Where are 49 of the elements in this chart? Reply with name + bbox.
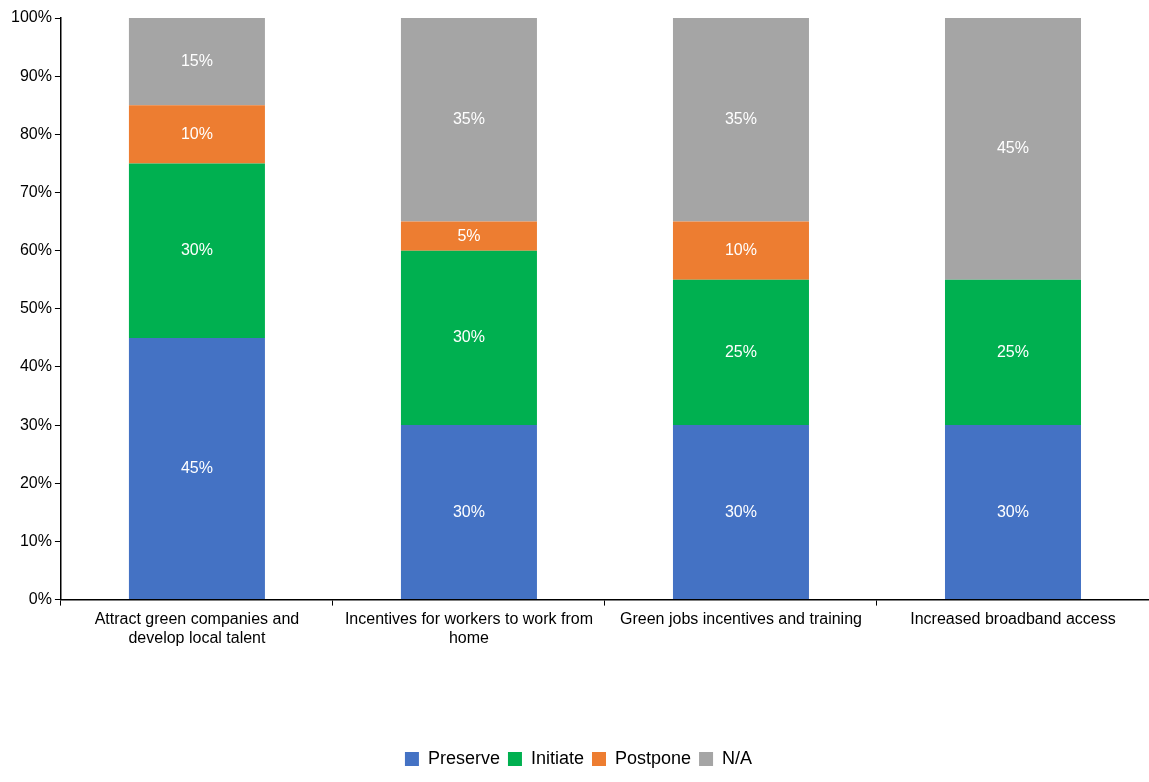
bar [944, 425, 1081, 600]
data-label: 30% [180, 241, 213, 259]
data-label: 35% [452, 110, 485, 128]
x-tick-label: Increased broadband access [910, 609, 1116, 627]
y-tick-label: 30% [19, 415, 52, 433]
bar [128, 337, 265, 600]
x-tick-label: Attract green companies and develop local talent [94, 609, 300, 646]
data-label: 10% [180, 124, 213, 142]
y-tick-label: 50% [19, 299, 52, 317]
bar [400, 18, 537, 222]
data-label: 5% [457, 226, 481, 244]
y-tick-label: 10% [19, 531, 52, 549]
data-label: 30% [724, 502, 757, 520]
legend-label: N/A [722, 747, 753, 768]
data-label: 45% [180, 458, 213, 476]
data-label: 10% [724, 241, 757, 259]
y-tick-label: 40% [19, 357, 52, 375]
bar [128, 163, 265, 338]
y-tick-label: 0% [28, 590, 52, 608]
legend-label: Initiate [530, 747, 585, 768]
bar [672, 279, 809, 426]
y-tick-label: 100% [11, 8, 52, 26]
y-tick-label: 80% [19, 124, 52, 142]
bar [400, 250, 537, 426]
y-tick-label: 20% [19, 473, 52, 491]
data-label: 25% [724, 342, 757, 360]
x-tick-label: Incentives for workers to work from home [344, 609, 593, 646]
bar [672, 18, 809, 222]
bar [400, 425, 537, 600]
bar [672, 221, 809, 280]
y-tick-label: 60% [19, 241, 52, 259]
bar [400, 221, 537, 251]
data-label: 30% [996, 502, 1030, 520]
legend-label: Postpone [615, 747, 692, 768]
data-label: 25% [996, 342, 1030, 360]
bar [944, 18, 1081, 280]
data-label: 45% [996, 139, 1030, 157]
data-label: 15% [180, 52, 213, 70]
legend-label: Preserve [427, 747, 500, 768]
bar [944, 279, 1081, 426]
x-tick-label: Green jobs incentives and training [620, 609, 862, 627]
bar [128, 105, 265, 164]
bar [128, 18, 265, 106]
data-label: 35% [724, 110, 757, 128]
data-label: 30% [452, 502, 485, 520]
bar [672, 425, 809, 600]
data-label: 30% [452, 328, 485, 346]
y-tick-label: 90% [19, 66, 52, 84]
y-tick-label: 70% [19, 182, 52, 200]
